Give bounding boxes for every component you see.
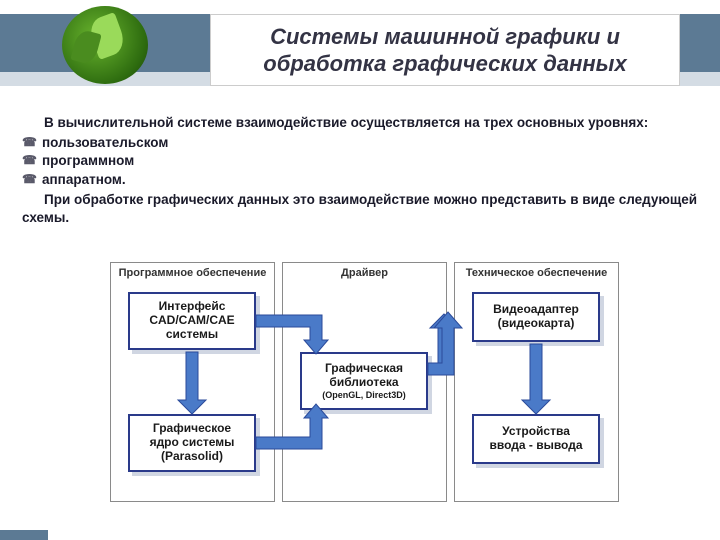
node-interface: Интерфейс CAD/CAM/CAE системы [128,292,256,350]
leaf-icon [62,6,148,84]
diagram: Программное обеспечение Драйвер Техничес… [110,262,620,502]
column-title-2: Драйвер [283,263,446,285]
intro-p1: В вычислительной системе взаимодействие … [22,114,698,132]
intro-bullets: пользовательском программном аппаратном. [22,134,698,189]
bullet-1: пользовательском [22,134,698,152]
title-line-1: Системы машинной графики и [270,23,620,51]
column-title-3: Техническое обеспечение [455,263,618,285]
header: Системы машинной графики и обработка гра… [0,0,720,96]
node-library: Графическая библиотека (OpenGL, Direct3D… [300,352,428,410]
bullet-2: программном [22,152,698,170]
page-title: Системы машинной графики и обработка гра… [210,14,680,86]
title-line-2: обработка графических данных [263,50,626,78]
bullet-3: аппаратном. [22,171,698,189]
intro-p2: При обработке графических данных это вза… [22,191,698,227]
node-io: Устройства ввода - вывода [472,414,600,464]
node-videoadapter: Видеоадаптер (видеокарта) [472,292,600,342]
body-text: В вычислительной системе взаимодействие … [22,114,698,227]
node-kernel: Графическое ядро системы (Parasolid) [128,414,256,472]
bottom-accent [0,530,48,540]
column-title-1: Программное обеспечение [111,263,274,285]
